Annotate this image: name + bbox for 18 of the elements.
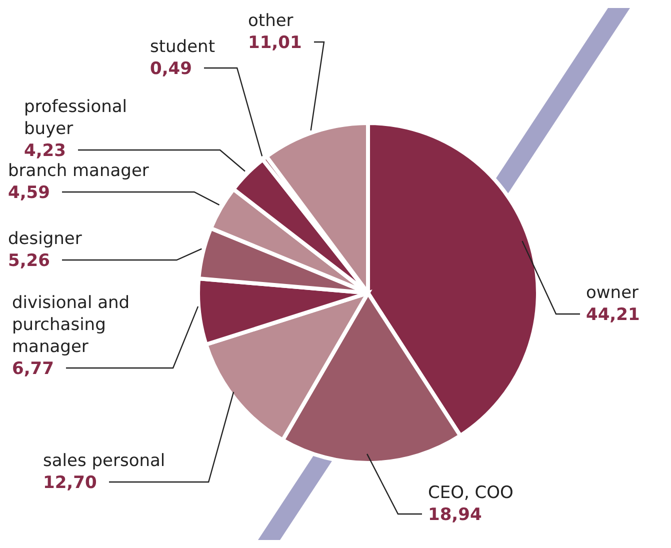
- data-label: 0,49: [150, 59, 192, 79]
- data-label: 6,77: [12, 359, 54, 379]
- data-label: 12,70: [43, 473, 97, 493]
- slice-label: designer: [8, 229, 82, 249]
- data-label: 5,26: [8, 251, 50, 271]
- slice-label: sales personal: [43, 451, 166, 471]
- slice-label: student: [150, 37, 216, 57]
- data-label: 44,21: [586, 305, 640, 325]
- slice-label: branch manager: [8, 161, 149, 181]
- data-label: 18,94: [428, 505, 482, 525]
- data-label: 4,59: [8, 183, 50, 203]
- slice-label: CEO, COO: [428, 483, 514, 503]
- data-label: 11,01: [248, 33, 302, 53]
- slice-label: professional buyer: [24, 97, 128, 139]
- data-label: 4,23: [24, 141, 66, 161]
- slice-label: other: [248, 11, 294, 31]
- slice-label: divisional and purchasing manager: [12, 293, 130, 357]
- slice-label: owner: [586, 283, 639, 303]
